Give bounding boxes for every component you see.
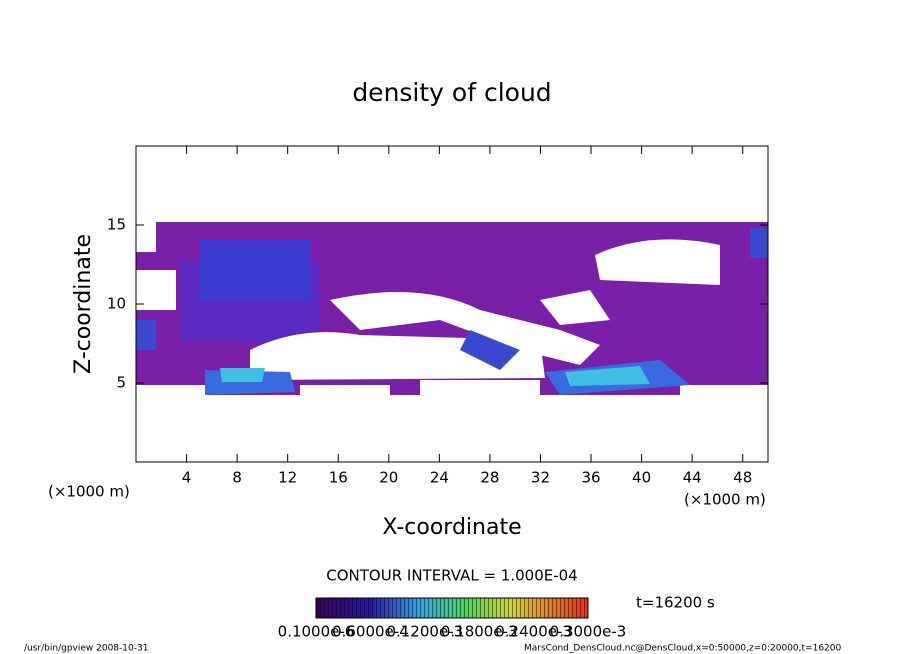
y-tick-label: 10 xyxy=(107,295,126,313)
colorbar-label: 0.1000e-6 xyxy=(278,623,355,641)
x-tick-label: 16 xyxy=(329,469,348,487)
contour-interval: CONTOUR INTERVAL = 1.000E-04 xyxy=(326,567,577,585)
x-tick-label: 36 xyxy=(581,469,600,487)
chart-title: density of cloud xyxy=(352,78,551,107)
footer-right: MarsCond_DensCloud.nc@DensCloud,x=0:5000… xyxy=(524,644,841,654)
x-axis-label: X-coordinate xyxy=(382,515,521,540)
footer-left: /usr/bin/gpview 2008-10-31 xyxy=(24,644,148,654)
colorbar-stripes xyxy=(316,598,588,618)
colorbar-label: 0.3000e-3 xyxy=(550,623,627,641)
x-tick-label: 8 xyxy=(232,469,242,487)
colorbar-label: 0.1800e-3 xyxy=(441,623,518,641)
x-tick-label: 28 xyxy=(480,469,499,487)
y-tick-label: 15 xyxy=(107,216,126,234)
colorbar-label: 0.6000e-4 xyxy=(332,623,409,641)
x-tick-label: 48 xyxy=(733,469,752,487)
y-tick-label: 5 xyxy=(116,374,126,392)
x-tick-label: 40 xyxy=(632,469,651,487)
x-tick-label: 32 xyxy=(531,469,550,487)
y-axis-label: Z-coordinate xyxy=(71,234,96,374)
colorbar-label: 0.1200e-3 xyxy=(386,623,463,641)
x-unit: (×1000 m) xyxy=(684,491,766,509)
y-unit: (×1000 m) xyxy=(48,483,130,501)
x-tick-label: 4 xyxy=(182,469,192,487)
colorbar-label: 0.2400e-3 xyxy=(495,623,572,641)
cloud-field xyxy=(136,222,768,395)
x-tick-label: 44 xyxy=(683,469,702,487)
x-tick-label: 24 xyxy=(430,469,449,487)
x-tick-label: 20 xyxy=(379,469,398,487)
x-tick-label: 12 xyxy=(278,469,297,487)
time-label: t=16200 s xyxy=(636,594,715,612)
